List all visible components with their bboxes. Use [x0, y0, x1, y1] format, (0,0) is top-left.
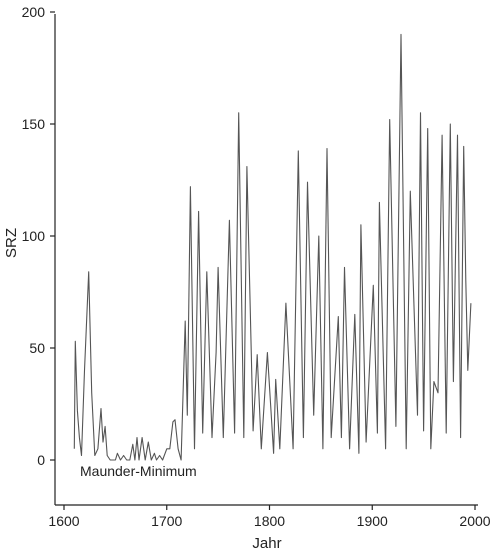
- y-tick-label: 150: [22, 116, 46, 132]
- y-tick-label: 100: [22, 228, 46, 244]
- x-axis-title: Jahr: [252, 535, 281, 552]
- series-line: [73, 33, 472, 461]
- x-ticks: 1600 1700 1800 1900 2000: [48, 505, 491, 529]
- x-tick-label: 2000: [459, 513, 490, 529]
- y-axis-title: SRZ: [3, 228, 20, 258]
- x-tick-label: 1700: [151, 513, 182, 529]
- y-tick-label: 200: [22, 4, 46, 20]
- y-tick-label: 0: [37, 452, 45, 468]
- y-ticks: 0 50 100 150 200: [22, 4, 55, 468]
- y-tick-label: 50: [29, 340, 45, 356]
- x-tick-label: 1900: [357, 513, 388, 529]
- x-tick-label: 1800: [254, 513, 285, 529]
- x-tick-label: 1600: [48, 513, 79, 529]
- maunder-minimum-annotation: Maunder-Minimum: [80, 463, 197, 479]
